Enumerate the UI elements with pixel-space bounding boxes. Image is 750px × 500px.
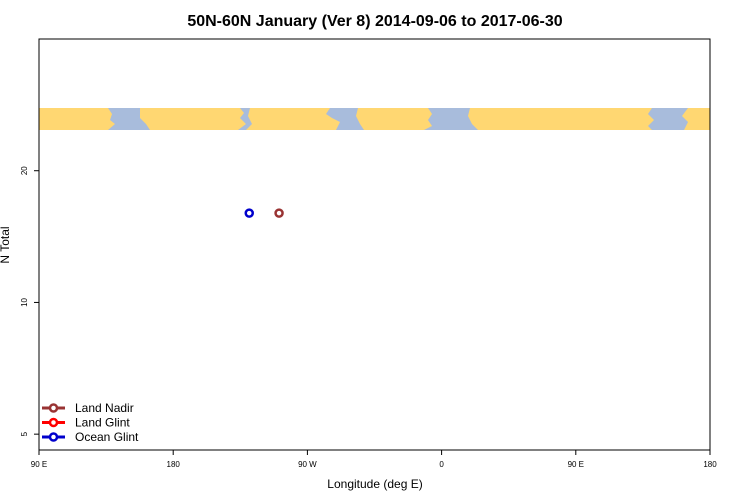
data-point xyxy=(274,208,284,218)
legend-entry-label: Ocean Glint xyxy=(75,430,139,444)
x-tick-label: 90 E xyxy=(31,460,47,469)
map-land xyxy=(468,108,654,130)
legend-entry-label: Land Nadir xyxy=(75,401,134,415)
map-strip xyxy=(39,108,710,130)
legend-entry-label: Land Glint xyxy=(75,416,130,430)
data-point xyxy=(244,208,254,218)
y-axis: 5 10 20 xyxy=(20,166,39,436)
map-land xyxy=(246,108,340,130)
map-land xyxy=(682,108,710,130)
legend-marker xyxy=(48,432,59,442)
map-land xyxy=(140,108,246,130)
x-tick-label: 0 xyxy=(439,460,444,469)
map-land xyxy=(356,108,432,130)
y-tick-label: 20 xyxy=(20,166,29,175)
legend-marker xyxy=(48,403,59,413)
legend-marker xyxy=(48,417,59,428)
data-points xyxy=(244,208,284,218)
x-axis-label: Longitude (deg E) xyxy=(327,477,422,491)
x-tick-label: 90 W xyxy=(298,460,317,469)
plot-frame xyxy=(38,38,711,451)
map-land xyxy=(39,108,115,130)
chart-title: 50N-60N January (Ver 8) 2014-09-06 to 20… xyxy=(187,13,562,30)
y-tick-label: 5 xyxy=(20,431,29,436)
x-tick-label: 90 E xyxy=(568,460,584,469)
y-axis-label: N Total xyxy=(0,226,12,263)
x-tick-label: 180 xyxy=(703,460,717,469)
x-axis: 90 E 180 90 W 0 90 E 180 xyxy=(31,450,717,469)
x-tick-label: 180 xyxy=(167,460,181,469)
y-tick-label: 10 xyxy=(20,297,29,306)
